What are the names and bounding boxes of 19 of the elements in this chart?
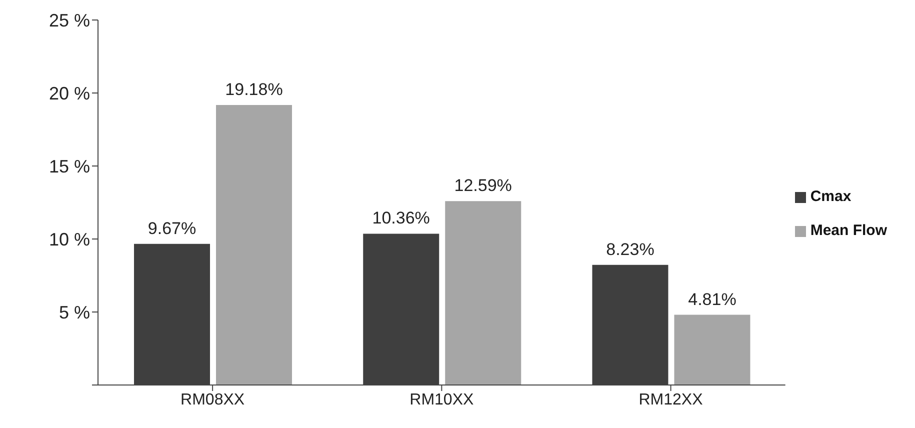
bar bbox=[445, 201, 522, 385]
y-tick-label: 25 % bbox=[48, 10, 90, 30]
x-tick-label: RM10XX bbox=[410, 391, 474, 408]
data-label: 10.36% bbox=[372, 208, 430, 228]
y-tick-label: 5 % bbox=[58, 302, 90, 322]
data-label: 8.23% bbox=[606, 240, 654, 259]
legend-label: Mean Flow bbox=[810, 222, 887, 239]
data-label: 9.67% bbox=[148, 218, 196, 238]
bar bbox=[216, 104, 292, 385]
data-label: 4.81% bbox=[688, 290, 736, 309]
y-tick-label: 15 % bbox=[48, 156, 90, 176]
y-tick-label: 10 % bbox=[48, 229, 90, 250]
x-tick-label: RM12XX bbox=[638, 391, 704, 408]
data-label: 12.59% bbox=[454, 176, 512, 196]
y-tick-label: 20 % bbox=[48, 83, 90, 104]
data-label: 19.18% bbox=[225, 80, 283, 99]
legend-label: Cmax bbox=[810, 188, 852, 205]
bar bbox=[674, 314, 750, 385]
x-tick-label: RM08XX bbox=[180, 391, 245, 408]
